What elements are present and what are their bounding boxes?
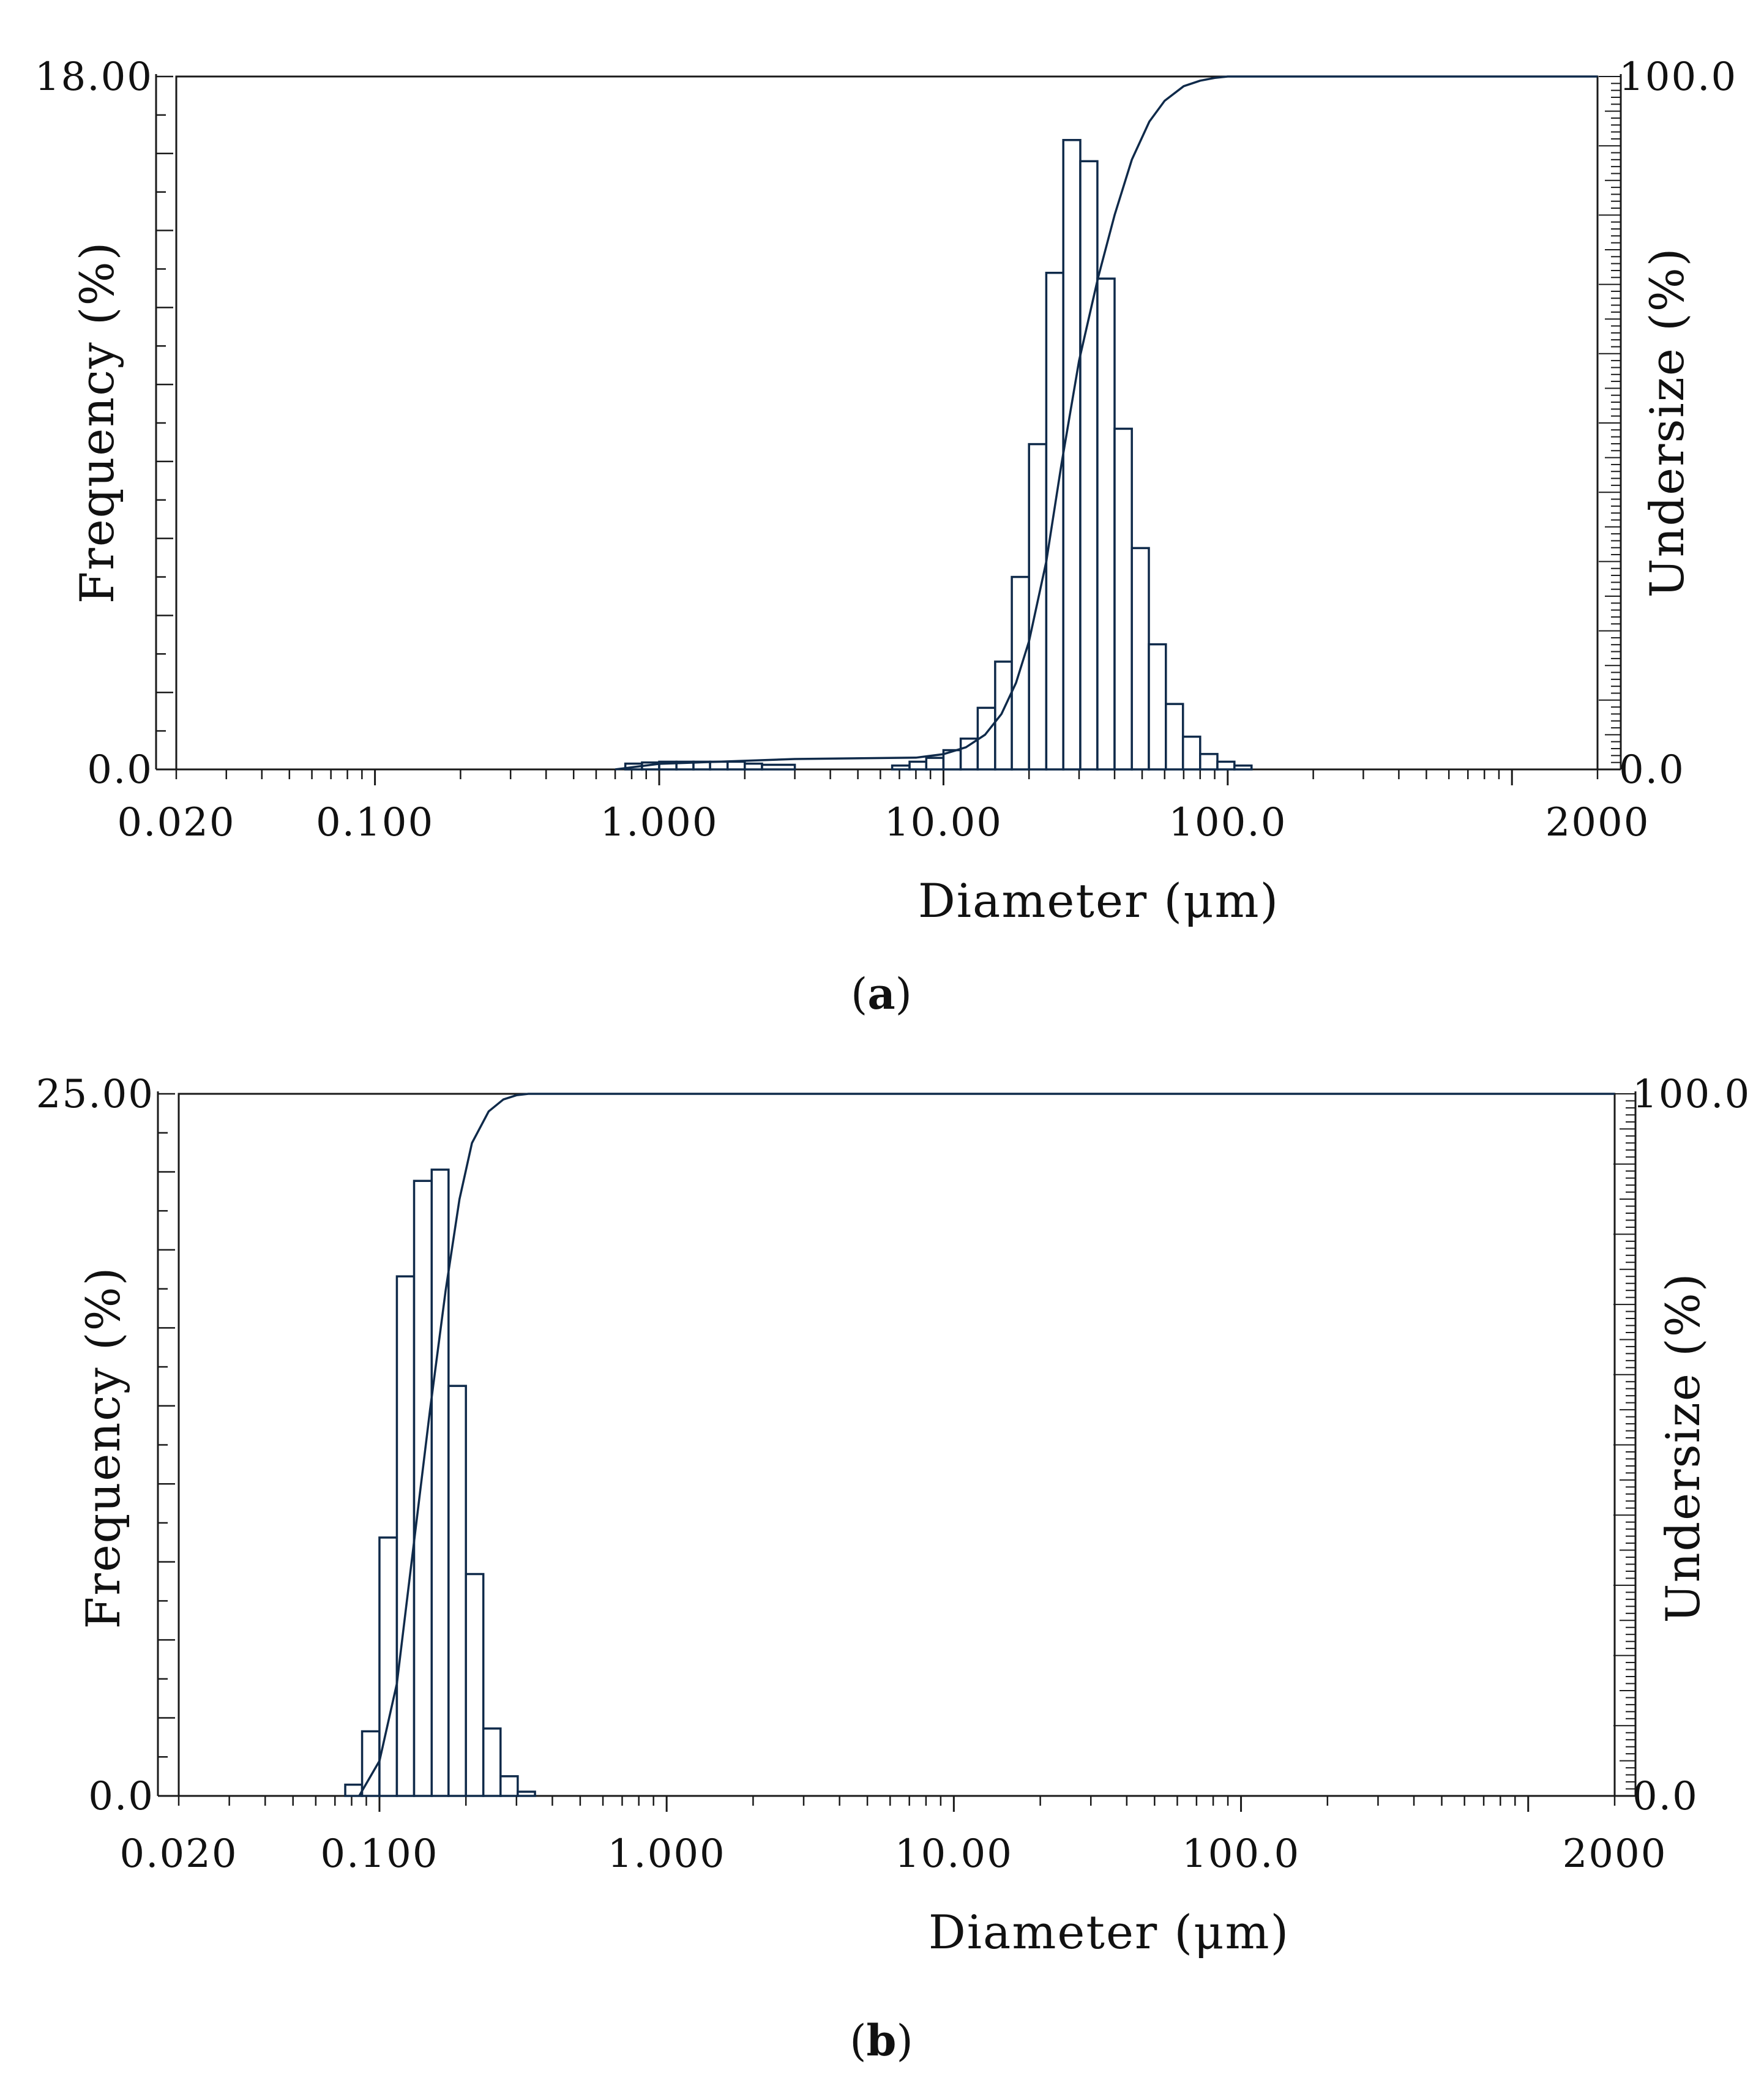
panel-b-bar-6 <box>447 1385 467 1797</box>
panel-a-bar-11 <box>925 757 945 771</box>
panel-a-bar-22 <box>1113 427 1133 771</box>
panel-a-y2-tick-label: 100.0 <box>1619 54 1737 100</box>
panel-a-bar-21 <box>1096 277 1116 771</box>
panel-b-y2label: Undersize (%) <box>1656 1273 1710 1623</box>
panel-a-bar-26 <box>1181 735 1202 771</box>
panel-a-x-tick-label: 2000 <box>1545 800 1650 845</box>
panel-a-x-tick-label: 100.0 <box>1168 800 1287 845</box>
panel-b-y2-tick-label: 100.0 <box>1632 1072 1751 1117</box>
panel-a-bar-20 <box>1079 160 1099 771</box>
panel-b-x-tick-label: 0.020 <box>119 1831 237 1877</box>
panel-a-bar-24 <box>1148 643 1167 771</box>
panel-a-undersize-curve <box>615 75 1598 771</box>
panel-b-bar-4 <box>413 1180 433 1797</box>
panel-a-bar-6 <box>726 760 746 771</box>
panel-a-bar-7 <box>744 762 763 771</box>
panel-a-caption-letter: a <box>867 968 895 1019</box>
panel-a-bar-16 <box>1011 575 1030 771</box>
panel-a-bar-15 <box>994 660 1013 771</box>
panel-a-bar-8 <box>761 763 796 771</box>
panel-b-xlabel: Diameter (μm) <box>929 1905 1290 1959</box>
panel-b-bar-2 <box>378 1536 398 1797</box>
panel-a-x-tick-label: 0.020 <box>117 800 235 845</box>
panel-b-chart: Frequency (%) Undersize (%) Diameter (μm… <box>36 1072 1751 2066</box>
panel-a-y-tick-label: 18.00 <box>35 54 153 100</box>
panel-b-x-tick-label: 0.100 <box>320 1831 438 1877</box>
panel-a-bar-10 <box>908 760 928 771</box>
panel-a-y2label: Undersize (%) <box>1640 247 1694 598</box>
panel-b-caption: (b) <box>850 2015 913 2066</box>
panel-a-chart: Frequency (%) Undersize (%) Diameter (μm… <box>35 54 1737 1019</box>
panel-a-bar-29 <box>1233 764 1253 771</box>
panel-a-bar-25 <box>1165 703 1184 771</box>
panel-b-undersize-curve <box>358 1093 1615 1797</box>
panel-b-x-tick-label: 1.000 <box>608 1831 726 1877</box>
panel-a-caption: (a) <box>851 968 912 1019</box>
panel-a-y-tick-label: 0.0 <box>87 747 153 793</box>
panel-b-bar-5 <box>430 1169 450 1797</box>
panel-b-bar-7 <box>465 1572 485 1797</box>
panel-b-y-tick-label: 25.00 <box>36 1072 154 1117</box>
panel-a-x-tick-label: 10.00 <box>884 800 1003 845</box>
panel-b-x-tick-label: 10.00 <box>895 1831 1013 1877</box>
panel-b-y-tick-label: 0.0 <box>88 1774 154 1819</box>
panel-a-bar-19 <box>1062 139 1082 771</box>
panel-b-x-tick-label: 100.0 <box>1182 1831 1300 1877</box>
panel-a-bar-23 <box>1131 547 1150 771</box>
panel-b-bar-3 <box>395 1275 416 1797</box>
panel-b-bar-8 <box>482 1727 502 1797</box>
panel-b-bar-9 <box>499 1775 519 1797</box>
panel-a-bar-13 <box>959 737 979 771</box>
panel-b-caption-letter: b <box>867 2015 897 2066</box>
panel-a-x-tick-label: 0.100 <box>316 800 434 845</box>
panel-b-y2-tick-label: 0.0 <box>1632 1774 1699 1819</box>
panel-b-x-tick-label: 2000 <box>1563 1831 1667 1877</box>
panel-b-ylabel: Frequency (%) <box>76 1266 130 1629</box>
panel-a-bar-9 <box>891 764 911 771</box>
panel-b-bar-10 <box>517 1790 536 1797</box>
panel-a-ylabel: Frequency (%) <box>70 241 124 604</box>
panel-a-bar-27 <box>1199 753 1219 771</box>
panel-a-bar-17 <box>1028 443 1048 771</box>
panel-a-bar-18 <box>1045 271 1064 771</box>
panel-a-x-tick-label: 1.000 <box>600 800 718 845</box>
panel-a-y2-tick-label: 0.0 <box>1619 747 1685 793</box>
panel-a-bar-28 <box>1216 760 1236 771</box>
panel-a-xlabel: Diameter (μm) <box>918 873 1279 928</box>
